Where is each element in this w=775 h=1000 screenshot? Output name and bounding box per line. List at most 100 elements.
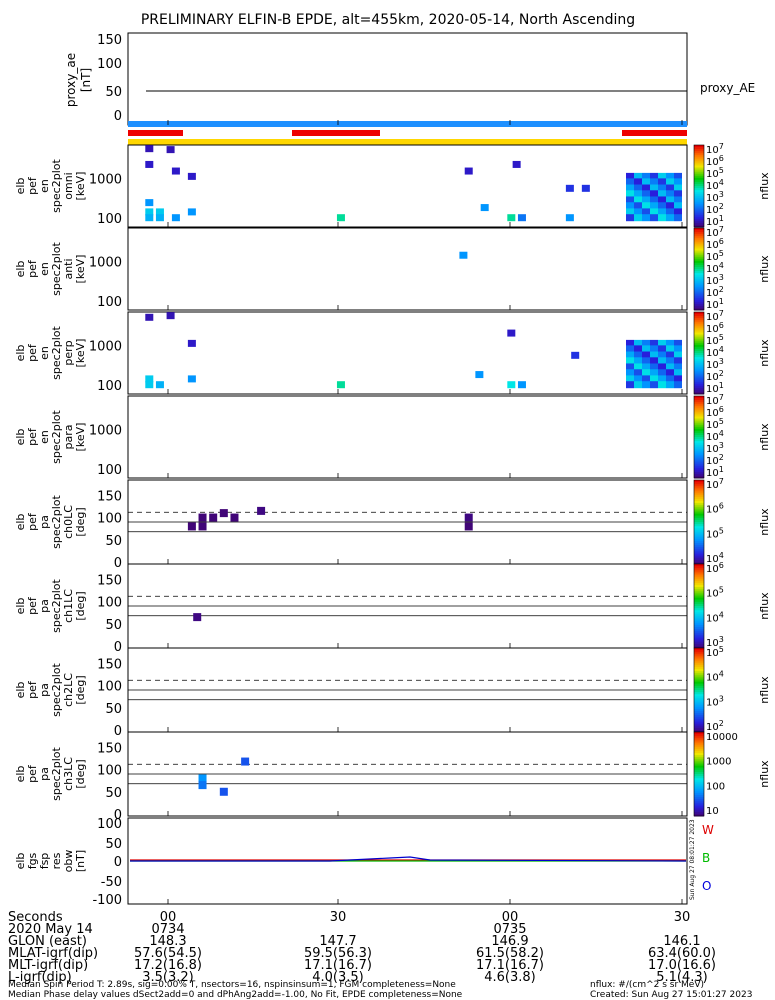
spectrogram-omni-colorbar-swatch [694,198,704,201]
pitch-angle-ch0LC-colorbar-swatch [694,530,704,533]
spectrogram-anti-colorbar-swatch [694,228,704,231]
spectrogram-omni-colorbar-swatch [694,163,704,166]
pitch-angle-ch0LC-colorbar-swatch [694,536,704,540]
spectrogram-omni-colorbar-swatch [694,206,704,210]
spectrogram-anti-colorbar-swatch [694,244,704,247]
spectrogram-para-colorbar-swatch [694,406,704,409]
spectrogram-omni-colorbar-swatch [694,149,704,152]
pitch-angle-ch2LC-colorbar-swatch [694,664,704,668]
spectrogram-para-colorbar-swatch [694,459,704,463]
spectrogram-para-colorbar-swatch [694,400,704,403]
spectrogram-anti-colorbar-swatch [694,260,704,264]
pitch-angle-ch1LC-colorbar-swatch [694,574,704,578]
spectrogram-omni-pixel [166,146,175,154]
pitch-angle-ch2LC-colorbar-swatch [694,660,704,664]
spectrogram-para-colorbar-swatch [694,443,704,446]
spectrogram-omni-pixel [642,190,650,198]
pitch-angle-ch1LC-pixel [193,613,202,622]
footer-line-2: Median Phase delay values dSect2add=0 an… [8,990,463,1000]
spectrogram-omni-pixel [565,214,574,222]
pitch-angle-ch3LC-colorbar-swatch [694,780,704,783]
pitch-angle-ch2LC-ylabel-line: ch2LC [62,673,75,707]
spectrogram-anti-colorbar-swatch [694,283,704,286]
time-axis-ticks [167,120,683,904]
pitch-angle-ch2LC-colorbar-swatch [694,662,704,666]
spectrogram-para-colorbar-swatch [694,396,704,399]
pitch-angle-ch3LC-colorbar-swatch [694,784,704,788]
spectrogram-omni-colorbar-swatch [694,155,704,158]
pitch-angle-ch3LC-ylabel-line: pa [38,767,51,781]
spectrogram-perp-pixel [634,357,642,365]
pitch-angle-ch1LC-colorbar-swatch [694,610,704,613]
spectrogram-perp-colorbar-swatch [694,342,704,346]
pitch-angle-ch1LC-colorbar-swatch [694,606,704,609]
pitch-angle-ch3LC-colorbar-swatch [694,801,704,804]
pitch-angle-ch3LC-colorbar-swatch [694,771,704,775]
spectrogram-omni-pixel [517,214,526,222]
pitch-angle-ch2LC-colorbar-swatch [694,723,704,727]
spectrogram-para-colorbar-tick: 101 [706,465,724,479]
spectrogram-anti-colorbar-swatch [694,277,704,280]
spectrogram-perp-pixel [642,363,650,371]
spectrogram-omni-colorbar-swatch [694,188,704,191]
spectrogram-perp-colorbar-tick: 101 [706,381,724,395]
spectrogram-para-colorbar-swatch [694,473,704,477]
spectrogram-perp-ylabel-line: pef [26,343,39,362]
time-label-mlat: MLAT-igrf(dip) [8,946,98,961]
spectrogram-perp-pixel [666,369,674,377]
spectrogram-perp-ylabel-line: en [38,346,51,360]
pitch-angle-ch3LC-ytick: 50 [105,786,122,801]
pitch-angle-ch3LC-colorbar-swatch [694,750,704,754]
pitch-angle-ch1LC-colorbar-swatch [694,568,704,571]
spectrogram-omni-pixel [145,208,154,216]
spectrogram-anti-colorbar-swatch [694,299,704,303]
spectrogram-anti-colorbar-swatch [694,289,704,293]
spectrogram-perp-pixel [634,363,642,371]
spectrogram-para-ylabel-line: elb [14,429,27,446]
spectrogram-omni-pixel [666,178,674,186]
mag-ylabel-line: elb [14,853,27,870]
spectrogram-anti-colorbar-swatch [694,275,704,278]
pitch-angle-ch0LC-colorbar-swatch [694,553,704,557]
spectrogram-perp-colorbar-swatch [694,355,704,358]
spectrogram-anti-colorbar-swatch [694,250,704,254]
spectrogram-omni-ylabel-line: pef [26,176,39,195]
spectrogram-perp-pixel [666,357,674,365]
pitch-angle-ch3LC-colorbar-swatch [694,774,704,777]
pitch-angle-ch3LC-colorbar-swatch [694,755,704,758]
proxy-ae-legend: proxy_AE [700,81,755,95]
spectrogram-perp-pixel [650,363,658,371]
pitch-angle-ch1LC-colorbar-swatch [694,599,704,603]
time-col-seconds: 00 [502,910,519,925]
spectrogram-omni-ytick-1000: 1000 [89,173,122,188]
spectrogram-perp-pixel [666,375,674,383]
proxy-ae-frame [127,32,688,126]
pitch-angle-ch0LC-colorbar-swatch [694,505,704,508]
pitch-angle-ch0LC-ylabel-line: pa [38,515,51,529]
time-col-mlat: 63.4(60.0) [648,946,716,961]
spectrogram-perp-colorbar-swatch [694,383,704,387]
pitch-angle-ch1LC-ytick: 100 [97,596,122,611]
status-bar-red-3 [622,130,687,136]
pitch-angle-ch1LC-colorbar-swatch [694,582,704,586]
pitch-angle-ch0LC-colorbar-swatch [694,503,704,506]
pitch-angle-ch0LC-ylabel-line: elb [14,514,27,531]
pitch-angle-ch2LC-colorbar-swatch [694,675,704,678]
time-col-glon: 147.7 [319,934,356,949]
spectrogram-omni-colorbar-swatch [694,147,704,150]
pitch-angle-ch1LC-colorbar-swatch [694,629,704,632]
pitch-angle-ch1LC-colorbar-swatch [694,633,704,636]
pitch-angle-ch0LC-colorbar-swatch [694,509,704,512]
pitch-angle-ch3LC-colorbar-label: nflux [758,760,771,788]
spectrogram-omni-pixel [507,214,516,222]
spectrogram-perp-colorbar-swatch [694,340,704,344]
spectrogram-perp-pixel [634,339,642,347]
pitch-angle-ch2LC-colorbar-swatch [694,683,704,687]
pitch-angle-ch1LC-colorbar-swatch [694,566,704,569]
spectrogram-omni-colorbar-swatch [694,145,704,148]
pitch-angle-ch0LC-colorbar-swatch [694,551,704,554]
pitch-angle-ch0LC-colorbar-swatch [694,507,704,510]
pitch-angle-ch0LC-pixel [198,522,207,531]
spectrogram-omni-colorbar-tick: 104 [706,178,724,192]
pitch-angle-ch3LC-colorbar-tick: 10000 [706,732,738,743]
